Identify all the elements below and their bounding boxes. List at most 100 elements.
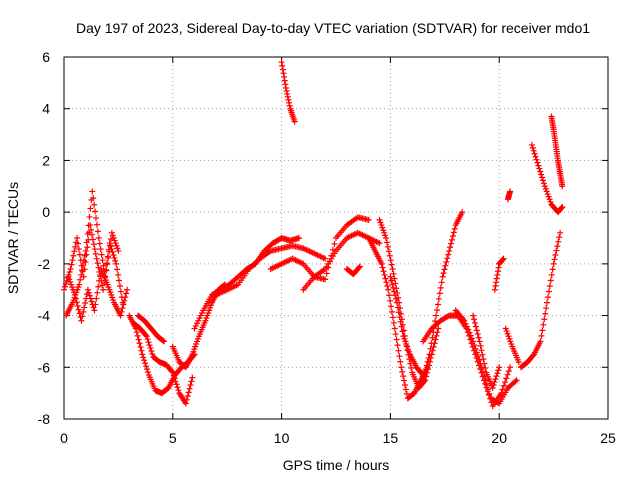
data-point <box>559 203 566 210</box>
data-point <box>394 342 401 349</box>
data-point <box>393 299 400 306</box>
data-point <box>90 241 97 248</box>
data-point <box>380 268 387 275</box>
data-point <box>559 183 566 190</box>
data-point <box>394 304 401 311</box>
data-point <box>281 77 288 84</box>
data-point <box>172 378 179 385</box>
data-point <box>420 373 427 380</box>
data-point <box>395 309 402 316</box>
data-point <box>471 342 478 349</box>
data-point <box>285 96 292 103</box>
data-point <box>445 251 452 258</box>
data-point <box>500 382 507 389</box>
data-point <box>100 262 107 269</box>
data-point <box>461 317 468 324</box>
data-point <box>493 279 500 286</box>
data-point <box>402 382 409 389</box>
data-point <box>398 364 405 371</box>
data-point <box>279 66 286 73</box>
data-point <box>552 251 559 258</box>
data-point <box>86 292 93 299</box>
y-tick-label: -6 <box>38 359 51 375</box>
data-point <box>93 255 100 262</box>
data-point <box>74 240 81 247</box>
data-point <box>173 381 180 388</box>
data-point <box>78 317 85 324</box>
data-point <box>397 358 404 365</box>
data-point <box>467 332 474 339</box>
data-point <box>472 345 479 352</box>
data-point <box>97 246 104 253</box>
data-point <box>61 283 68 290</box>
data-point <box>81 252 88 259</box>
data-point <box>388 277 395 284</box>
data-point <box>382 275 389 282</box>
data-point <box>107 236 114 243</box>
data-point <box>545 294 552 301</box>
data-point <box>84 244 91 251</box>
data-point <box>283 87 290 94</box>
data-point <box>554 243 561 250</box>
data-point <box>466 329 473 336</box>
data-point <box>82 300 89 307</box>
data-point <box>399 328 406 335</box>
data-point <box>95 235 102 241</box>
data-point <box>493 373 500 380</box>
data-point <box>432 336 439 343</box>
data-point <box>387 257 394 264</box>
data-point <box>391 275 398 282</box>
data-point <box>476 356 483 363</box>
data-point <box>470 338 477 345</box>
data-point <box>122 294 129 301</box>
data-point <box>492 283 499 290</box>
data-point <box>66 268 73 275</box>
y-axis-label: SDTVAR / TECUs <box>5 182 21 294</box>
data-point <box>81 304 88 311</box>
data-point <box>76 281 83 288</box>
data-point <box>490 382 497 389</box>
data-point <box>78 271 85 278</box>
data-point <box>548 271 555 278</box>
data-point <box>94 289 101 296</box>
data-point <box>67 266 74 273</box>
data-point <box>88 231 95 238</box>
data-point <box>331 240 338 247</box>
data-point <box>537 168 544 175</box>
data-point <box>537 338 544 345</box>
data-point <box>182 400 189 407</box>
data-point <box>556 234 563 241</box>
data-point <box>73 299 80 306</box>
data-point <box>421 369 428 376</box>
data-point <box>137 343 144 350</box>
data-point <box>495 264 502 271</box>
data-point <box>502 379 509 386</box>
data-point <box>148 348 155 355</box>
data-point <box>77 276 84 283</box>
data-point <box>141 357 148 364</box>
data-point <box>494 268 501 275</box>
data-point <box>446 247 453 254</box>
data-point <box>365 216 372 223</box>
data-point <box>93 215 100 222</box>
data-point <box>323 270 330 277</box>
data-point <box>89 188 96 195</box>
data-point <box>473 327 480 334</box>
data-point <box>475 334 482 341</box>
data-point <box>471 319 478 326</box>
data-point <box>423 362 430 369</box>
data-point <box>84 230 91 237</box>
data-point <box>471 316 478 323</box>
data-point <box>476 338 483 345</box>
data-point <box>356 263 363 270</box>
data-point <box>491 379 498 386</box>
data-point <box>144 369 151 376</box>
data-point <box>499 256 506 263</box>
data-point <box>139 351 146 358</box>
data-point <box>92 301 99 308</box>
data-point <box>79 313 86 320</box>
data-point <box>95 283 102 290</box>
data-point <box>529 144 536 151</box>
data-point <box>482 365 489 372</box>
data-points <box>61 59 566 410</box>
